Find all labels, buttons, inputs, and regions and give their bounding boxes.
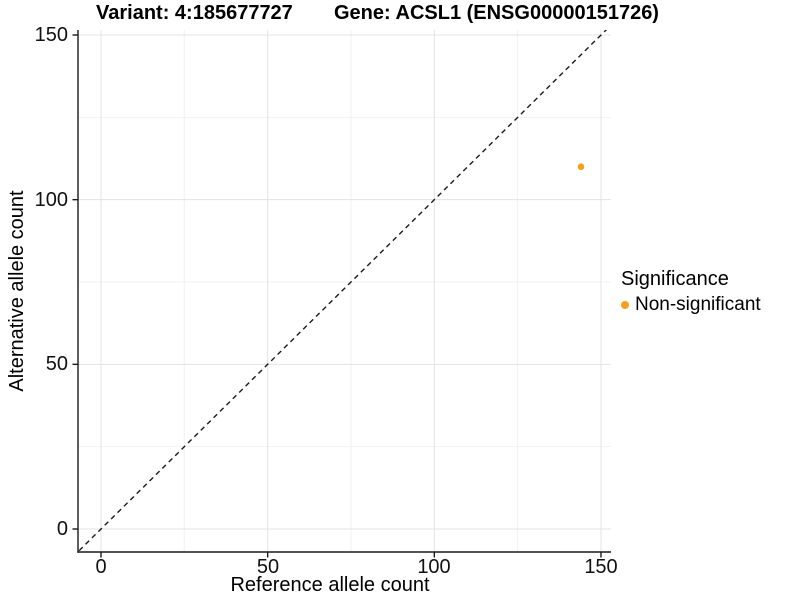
- variant-title: Variant: 4:185677727: [96, 2, 293, 24]
- y-tick-label-100: 100: [34, 189, 68, 211]
- x-tick-label-100: 100: [417, 556, 451, 578]
- legend-point-icon: [621, 301, 629, 309]
- x-tick-label-50: 50: [256, 556, 280, 578]
- identity-line: [78, 30, 608, 552]
- x-tick-label-0: 0: [95, 556, 107, 578]
- x-axis-title: Reference allele count: [230, 574, 430, 596]
- legend: Significance Non-significant: [621, 268, 761, 316]
- y-tick-label-0: 0: [56, 518, 68, 540]
- legend-item-label: Non-significant: [635, 294, 761, 315]
- legend-item-non-significant: Non-significant: [621, 294, 761, 316]
- y-axis-title: Alternative allele count: [6, 190, 28, 392]
- x-tick-label-150: 150: [584, 556, 618, 578]
- gene-title: Gene: ACSL1 (ENSG00000151726): [334, 2, 659, 24]
- data-point: [577, 163, 585, 171]
- legend-title: Significance: [621, 268, 729, 290]
- y-tick-label-150: 150: [34, 24, 68, 46]
- y-tick-label-50: 50: [45, 353, 68, 375]
